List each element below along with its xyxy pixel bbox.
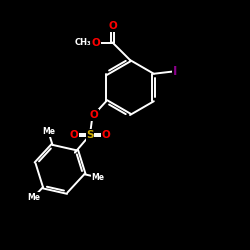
Text: CH₃: CH₃ [74,38,91,47]
Text: O: O [108,21,117,31]
Text: O: O [89,110,98,120]
Text: O: O [92,38,100,48]
Text: Me: Me [27,193,40,202]
Text: Me: Me [91,173,104,182]
Text: S: S [86,130,94,140]
Text: O: O [102,130,110,140]
Text: I: I [173,65,177,78]
Text: Me: Me [42,127,55,136]
Text: O: O [69,130,78,140]
